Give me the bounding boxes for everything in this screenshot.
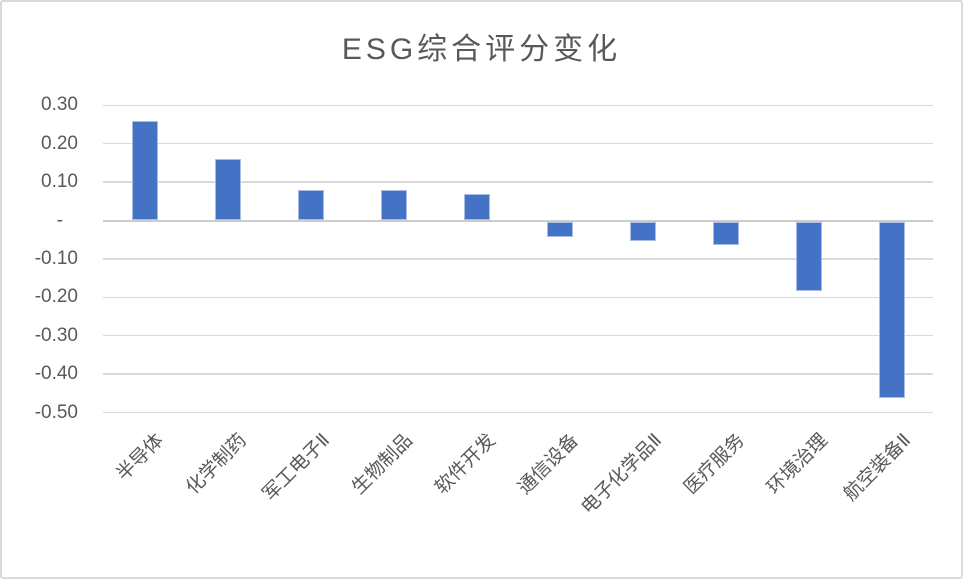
x-axis-label: 电子化学品Ⅱ xyxy=(577,430,667,519)
y-tick-label: -0.10 xyxy=(34,247,78,269)
bar xyxy=(380,189,407,221)
bar xyxy=(297,189,324,221)
gridline xyxy=(103,258,933,260)
y-tick-label: -0.40 xyxy=(34,363,78,385)
chart-title: ESG综合评分变化 xyxy=(341,33,622,66)
y-tick-label: -0.20 xyxy=(34,286,78,308)
gridline xyxy=(103,142,933,145)
bar xyxy=(214,159,241,221)
x-axis-label: 半导体 xyxy=(113,430,169,486)
x-axis-label: 环境治理 xyxy=(763,430,833,499)
bar xyxy=(131,120,158,221)
x-axis-label: 通信设备 xyxy=(514,430,584,499)
y-tick-label: 0.10 xyxy=(41,171,78,193)
y-tick-label: - xyxy=(56,209,63,231)
y-tick-label: 0.20 xyxy=(41,132,78,154)
x-axis-label: 军工电子Ⅱ xyxy=(259,430,335,506)
x-axis-label: 航空装备Ⅱ xyxy=(840,430,916,506)
x-axis-label: 医疗服务 xyxy=(680,430,750,499)
gridline xyxy=(103,296,933,299)
x-axis-line xyxy=(103,219,933,222)
x-axis-label: 生物制品 xyxy=(348,430,418,499)
bar xyxy=(629,221,656,241)
gridline xyxy=(103,334,933,337)
x-axis-label: 化学制药 xyxy=(182,430,252,499)
gridline xyxy=(103,104,933,107)
x-axis-label: 软件开发 xyxy=(431,430,501,499)
bar xyxy=(878,221,905,399)
bar xyxy=(795,221,822,291)
y-tick-label: 0.30 xyxy=(41,94,78,116)
bar xyxy=(546,221,573,237)
gridline xyxy=(103,181,933,183)
y-tick-label: -0.30 xyxy=(34,324,78,346)
bar xyxy=(712,221,739,245)
bar xyxy=(463,193,490,221)
y-tick-label: -0.50 xyxy=(34,401,78,423)
gridline xyxy=(103,373,933,375)
gridline xyxy=(103,411,933,414)
